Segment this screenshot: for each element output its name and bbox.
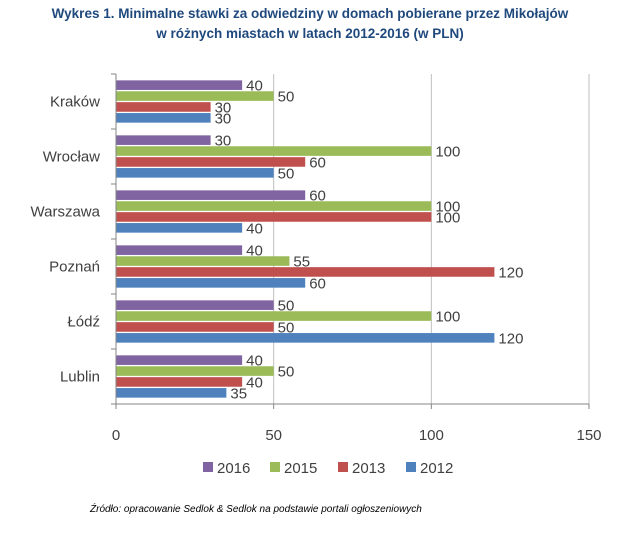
bar-lodz-2015 bbox=[116, 311, 432, 321]
data-label-krakow-2012: 30 bbox=[215, 110, 232, 127]
source-note: Źródło: opracowanie Sedlok & Sedlok na p… bbox=[90, 504, 422, 515]
bar-wroclaw-2013 bbox=[116, 157, 306, 167]
bar-wroclaw-2015 bbox=[116, 146, 432, 156]
legend-label-2012: 2012 bbox=[420, 460, 453, 477]
chart-title-line-1: Wykres 1. Minimalne stawki za odwiedziny… bbox=[51, 6, 569, 21]
category-label-lublin: Lublin bbox=[60, 369, 100, 386]
data-label-lublin-2012: 35 bbox=[230, 385, 247, 402]
data-label-wroclaw-2013: 60 bbox=[309, 154, 326, 171]
data-label-lublin-2015: 50 bbox=[278, 364, 295, 381]
data-label-krakow-2015: 50 bbox=[278, 89, 295, 106]
category-label-wroclaw: Wrocław bbox=[43, 149, 100, 166]
legend-label-2013: 2013 bbox=[352, 460, 385, 477]
chart-title: Wykres 1. Minimalne stawki za odwiedziny… bbox=[0, 4, 620, 44]
legend-swatch-2013 bbox=[338, 462, 348, 472]
bar-wroclaw-2012 bbox=[116, 168, 274, 178]
data-label-wroclaw-2012: 50 bbox=[278, 165, 295, 182]
data-label-warszawa-2016: 60 bbox=[309, 188, 326, 205]
legend-swatch-2016 bbox=[203, 462, 213, 472]
bar-lodz-2013 bbox=[116, 322, 274, 332]
x-tick-label-150: 150 bbox=[576, 427, 601, 444]
legend-swatch-2015 bbox=[270, 462, 280, 472]
data-label-wroclaw-2016: 30 bbox=[215, 133, 232, 150]
bar-poznan-2016 bbox=[116, 245, 243, 255]
data-label-warszawa-2012: 40 bbox=[246, 220, 263, 237]
data-label-wroclaw-2015: 100 bbox=[435, 144, 460, 161]
bar-krakow-2012 bbox=[116, 113, 211, 123]
data-label-lodz-2012: 120 bbox=[498, 330, 523, 347]
chart-title-line-2: w różnych miastach w latach 2012-2016 (w… bbox=[156, 26, 464, 41]
category-label-warszawa: Warszawa bbox=[31, 204, 101, 221]
x-tick-label-100: 100 bbox=[419, 427, 444, 444]
data-label-poznan-2012: 60 bbox=[309, 275, 326, 292]
bar-chart: 40503030Kraków301006050Wrocław6010010040… bbox=[31, 73, 602, 477]
legend-swatch-2012 bbox=[406, 462, 416, 472]
data-label-poznan-2013: 120 bbox=[498, 264, 523, 281]
bar-lodz-2016 bbox=[116, 300, 274, 310]
data-label-poznan-2016: 40 bbox=[246, 243, 263, 260]
data-label-lodz-2015: 100 bbox=[435, 309, 460, 326]
bar-lublin-2016 bbox=[116, 355, 243, 365]
category-label-krakow: Kraków bbox=[50, 94, 100, 111]
data-label-warszawa-2015: 100 bbox=[435, 199, 460, 216]
bar-wroclaw-2016 bbox=[116, 135, 211, 145]
bar-krakow-2016 bbox=[116, 80, 243, 90]
bar-warszawa-2016 bbox=[116, 190, 306, 200]
data-label-krakow-2016: 40 bbox=[246, 78, 263, 95]
bar-lublin-2012 bbox=[116, 388, 227, 398]
legend-label-2015: 2015 bbox=[284, 460, 317, 477]
bar-poznan-2012 bbox=[116, 278, 306, 288]
data-label-lublin-2013: 40 bbox=[246, 374, 263, 391]
bar-lublin-2015 bbox=[116, 366, 274, 376]
category-label-lodz: Łódź bbox=[67, 314, 100, 331]
data-label-krakow-2013: 30 bbox=[215, 99, 232, 116]
bar-lublin-2013 bbox=[116, 377, 243, 387]
data-label-lodz-2013: 50 bbox=[278, 319, 295, 336]
bar-warszawa-2012 bbox=[116, 223, 243, 233]
data-label-lodz-2016: 50 bbox=[278, 298, 295, 315]
x-tick-label-50: 50 bbox=[265, 427, 282, 444]
bar-krakow-2015 bbox=[116, 91, 274, 101]
data-label-poznan-2015: 55 bbox=[293, 254, 310, 271]
bar-poznan-2015 bbox=[116, 256, 290, 266]
bar-warszawa-2015 bbox=[116, 201, 432, 211]
legend-label-2016: 2016 bbox=[217, 460, 250, 477]
x-tick-label-0: 0 bbox=[112, 427, 120, 444]
bar-poznan-2013 bbox=[116, 267, 495, 277]
category-label-poznan: Poznań bbox=[49, 259, 100, 276]
bar-warszawa-2013 bbox=[116, 212, 432, 222]
data-label-warszawa-2013: 100 bbox=[435, 209, 460, 226]
bar-krakow-2013 bbox=[116, 102, 211, 112]
data-label-lublin-2016: 40 bbox=[246, 353, 263, 370]
bar-lodz-2012 bbox=[116, 333, 495, 343]
